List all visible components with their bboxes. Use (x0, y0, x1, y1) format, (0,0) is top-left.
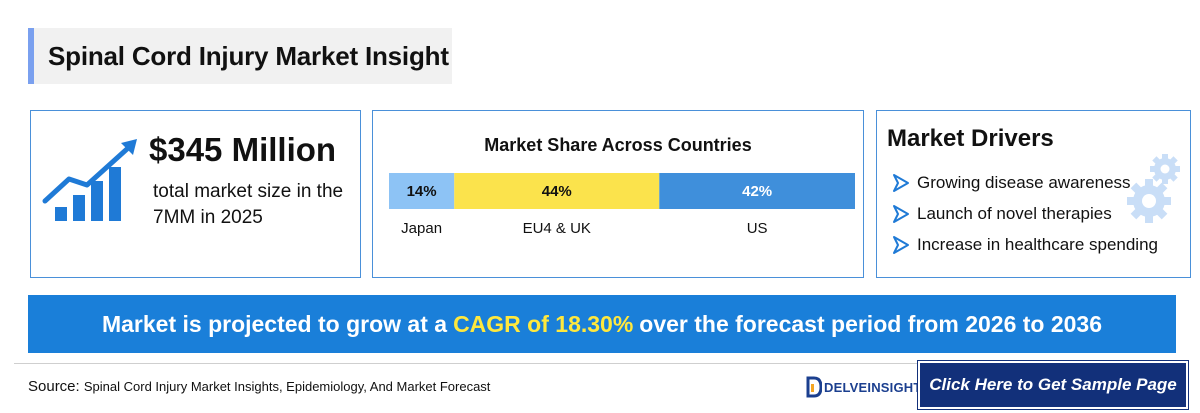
source-text: Spinal Cord Injury Market Insights, Epid… (83, 379, 491, 394)
driver-item: Growing disease awareness (891, 167, 1158, 198)
chevron-right-icon (893, 204, 909, 223)
market-share-chart: 14% Japan 44% EU4 & UK 42% US (389, 173, 855, 237)
driver-label: Launch of novel therapies (917, 203, 1112, 223)
growth-chart-icon (42, 139, 137, 221)
logo-text: DELVEINSIGHT (824, 379, 922, 395)
driver-label: Increase in healthcare spending (917, 234, 1158, 254)
cagr-suffix: over the forecast period from 2026 to 20… (639, 310, 1103, 337)
driver-label: Growing disease awareness (917, 172, 1131, 192)
share-category-label: Japan (401, 220, 442, 237)
drivers-list: Growing disease awareness Launch of nove… (891, 167, 1158, 260)
gears-icon (1127, 154, 1180, 223)
source-note: Source: Spinal Cord Injury Market Insigh… (28, 378, 490, 395)
share-value-label: 42% (742, 183, 772, 200)
cagr-highlight: CAGR of 18.30% (453, 310, 634, 337)
chevron-right-icon (893, 173, 909, 192)
title-box: Spinal Cord Injury Market Insight (28, 28, 452, 84)
divider (14, 363, 1186, 364)
driver-item: Launch of novel therapies (891, 198, 1158, 229)
share-bar-segment (389, 173, 455, 209)
market-size-value: $345 Million (149, 131, 337, 168)
delveinsight-logo: DELVEINSIGHT (806, 374, 922, 400)
market-drivers-card: Market Drivers Growing disease awareness… (876, 110, 1191, 278)
share-bar-segment (659, 173, 855, 209)
share-value-label: 44% (542, 183, 572, 200)
get-sample-page-button[interactable]: Click Here to Get Sample Page (917, 360, 1189, 410)
cagr-prefix: Market is projected to grow at a (101, 310, 448, 337)
share-category-label: US (747, 220, 768, 237)
chart-title: Market Share Across Countries (484, 135, 752, 155)
market-size-description: total market size in the 7MM in 2025 (153, 181, 344, 228)
cagr-banner: Market is projected to grow at a CAGR of… (28, 295, 1176, 353)
market-size-card: $345 Million total market size in the 7M… (30, 110, 361, 278)
share-category-label: EU4 & UK (523, 220, 591, 237)
driver-item: Increase in healthcare spending (891, 229, 1158, 260)
page-title: Spinal Cord Injury Market Insight (48, 40, 449, 71)
share-value-label: 14% (407, 183, 437, 200)
market-share-card: Market Share Across Countries 14% Japan 44… (372, 110, 864, 278)
chevron-right-icon (893, 235, 909, 254)
source-label: Source: (28, 378, 80, 395)
logo-mark-icon (806, 376, 822, 398)
share-bar-segment (454, 173, 660, 209)
drivers-title: Market Drivers (887, 125, 1054, 152)
